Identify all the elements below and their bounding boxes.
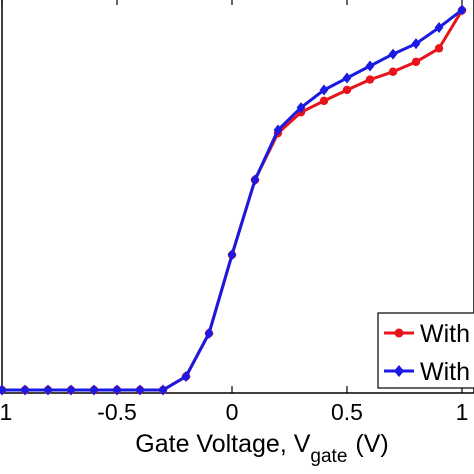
data-point xyxy=(43,384,53,396)
data-point xyxy=(20,384,30,396)
data-point xyxy=(457,4,467,16)
data-point xyxy=(365,75,375,84)
x-tick-label: 0.5 xyxy=(331,399,363,425)
data-point xyxy=(112,384,122,396)
data-point xyxy=(89,384,99,396)
x-axis-label-unit: (V) xyxy=(355,430,388,458)
data-point xyxy=(388,67,398,76)
x-tick-label: -0.5 xyxy=(97,399,137,425)
data-point xyxy=(319,84,329,96)
data-point xyxy=(181,370,191,382)
x-tick-label: -1 xyxy=(0,399,12,425)
data-point xyxy=(434,44,444,53)
data-point xyxy=(342,85,352,95)
legend: With With xyxy=(377,312,474,389)
x-axis-label-subscript: gate xyxy=(310,446,347,467)
x-axis-label: Gate Voltage, Vgate (V) xyxy=(135,430,388,467)
data-point xyxy=(273,124,283,136)
series-2 xyxy=(0,4,467,396)
legend-marker-series-1 xyxy=(394,328,404,338)
data-point xyxy=(388,48,398,60)
data-point xyxy=(411,38,421,50)
x-tick-label: 1 xyxy=(456,399,469,425)
x-tick-label: 0 xyxy=(226,399,239,425)
data-point xyxy=(411,57,421,67)
data-point xyxy=(296,102,306,114)
data-point xyxy=(250,174,260,186)
data-point xyxy=(319,96,329,106)
data-point xyxy=(0,384,7,396)
series-layer xyxy=(0,4,467,396)
data-point xyxy=(66,384,76,396)
data-point xyxy=(158,384,168,396)
data-point xyxy=(135,384,145,396)
data-point xyxy=(434,22,444,34)
legend-marker-series-2 xyxy=(394,365,404,377)
x-tick-labels: -1 -0.5 0 0.5 1 xyxy=(0,399,468,425)
data-point xyxy=(204,327,214,339)
legend-label-series-1: With xyxy=(420,320,470,348)
legend-label-series-2: With xyxy=(420,358,470,386)
legend-box xyxy=(377,312,474,389)
data-point xyxy=(227,249,237,261)
data-point xyxy=(365,60,375,72)
data-point xyxy=(342,72,352,84)
